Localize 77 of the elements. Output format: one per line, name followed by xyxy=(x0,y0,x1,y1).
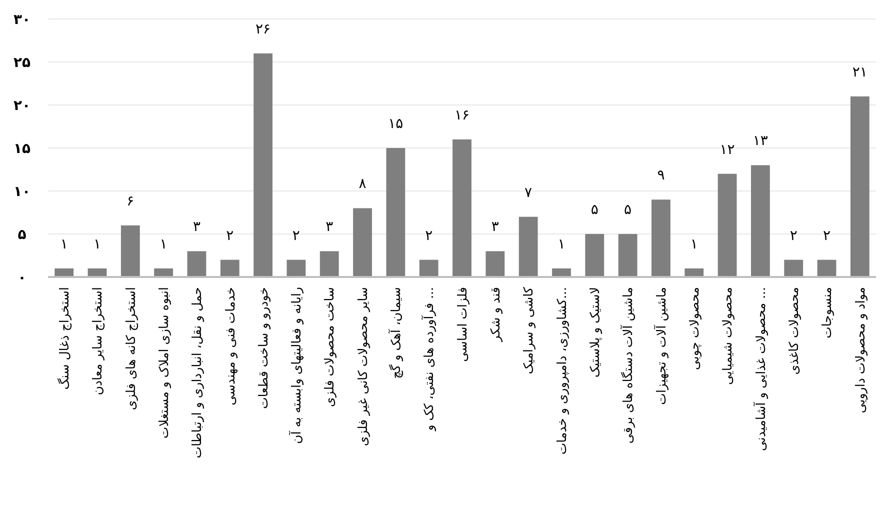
bar xyxy=(386,148,406,277)
bar xyxy=(419,260,438,277)
bar xyxy=(850,96,870,277)
y-tick-label: ۰ xyxy=(18,270,26,286)
x-tick-label: فرآورده های نفتی، کک و ... xyxy=(421,287,438,432)
y-tick-label: ۲۰ xyxy=(13,98,31,114)
y-tick-label: ۳۰ xyxy=(13,12,31,28)
bar xyxy=(486,251,505,277)
data-label: ۲ xyxy=(425,228,433,244)
bar xyxy=(817,260,836,277)
data-label: ۵ xyxy=(590,202,598,218)
data-label: ۳ xyxy=(192,219,201,236)
bar xyxy=(784,260,804,277)
x-tick-label: ساخت محصولات فلزی xyxy=(322,287,338,407)
x-tick-label: کشاورزی، دامپروری و خدمات... xyxy=(554,287,570,455)
bar xyxy=(254,53,272,277)
data-label: ۱ xyxy=(558,236,566,252)
x-tick-label: محصولات کاغذی xyxy=(786,287,802,375)
bar xyxy=(618,234,638,277)
data-label: ۸ xyxy=(358,176,367,192)
bar xyxy=(750,165,770,277)
data-label: ۱۲ xyxy=(720,142,735,158)
y-tick-label: ۱۵ xyxy=(13,140,31,157)
data-label: ۱ xyxy=(160,236,168,252)
bar xyxy=(718,174,737,277)
data-label: ۱ xyxy=(93,236,102,252)
x-tick-label: فلزات اساسی xyxy=(454,286,470,362)
x-tick-label: محصولات چوبی xyxy=(686,287,702,370)
data-label: ۱۶ xyxy=(454,107,470,124)
x-tick-label: انبوه سازی املاک و مستغلات xyxy=(156,287,172,438)
data-label: ۹ xyxy=(657,168,665,184)
data-label: ۲ xyxy=(822,228,831,244)
x-tick-label: قند و شکر xyxy=(488,286,504,343)
x-tick-label: سایر محصولات کانی غیر فلزی xyxy=(354,287,371,446)
data-label: ۷ xyxy=(524,184,533,201)
data-label: ۲۶ xyxy=(256,21,271,38)
bar xyxy=(320,251,339,277)
x-tick-label: خدمات فنی و مهندسی xyxy=(222,287,238,406)
data-label: ۶ xyxy=(126,193,134,210)
bar xyxy=(120,225,140,277)
data-label: ۲ xyxy=(292,228,300,244)
x-tick-label: مواد و محصولات دارویی xyxy=(852,287,868,414)
data-label: ۵ xyxy=(624,202,632,218)
data-label: ۱ xyxy=(60,236,68,252)
x-tick-label: استخراج کانه های فلزی xyxy=(122,287,139,410)
y-tick-label: ۱۰ xyxy=(13,184,31,200)
x-tick-label: استخراج ذغال سنگ xyxy=(56,287,72,390)
bar xyxy=(518,216,538,277)
x-tick-label: ماشین آلات و تجهیزات xyxy=(653,287,670,405)
x-tick-label: سیمان، آهک و گچ xyxy=(388,287,404,379)
data-label: ۲ xyxy=(226,228,234,244)
y-tick-label: ۵ xyxy=(18,226,27,243)
x-tick-label: محصولات غذایی و آشامیدنی ... xyxy=(752,287,769,451)
x-tick-label: لاستیک و پلاستیک xyxy=(587,287,604,378)
x-tick-label: ماشین آلات دستگاه های برقی xyxy=(620,287,636,444)
data-label: ۱ xyxy=(690,236,698,252)
x-tick-label: رایانه و فعالیتهای وابسته به آن xyxy=(288,287,305,444)
bar xyxy=(585,234,604,277)
bar xyxy=(353,208,372,277)
data-label: ۲ xyxy=(790,228,798,244)
x-tick-label: محصولات شیمیایی xyxy=(720,287,736,385)
bar xyxy=(220,260,240,277)
bar xyxy=(652,200,670,277)
data-label: ۱۵ xyxy=(388,116,404,132)
bar xyxy=(187,251,206,277)
x-tick-label: کاشی و سرامیک xyxy=(520,286,537,374)
bar xyxy=(286,260,306,277)
y-tick-label: ۲۵ xyxy=(13,54,31,71)
x-tick-label: استخراج سایر معادن xyxy=(90,287,106,396)
data-label: ۱۳ xyxy=(752,133,768,150)
x-tick-label: خودرو و ساخت قطعات xyxy=(255,287,272,409)
data-label: ۳ xyxy=(491,219,500,236)
x-tick-label: حمل و نقل، انبارداری و ارتباطات xyxy=(189,287,206,458)
x-tick-label: منسوجات xyxy=(819,287,836,338)
data-label: ۲۱ xyxy=(852,64,868,80)
data-label: ۳ xyxy=(326,219,334,236)
bar xyxy=(452,139,472,277)
